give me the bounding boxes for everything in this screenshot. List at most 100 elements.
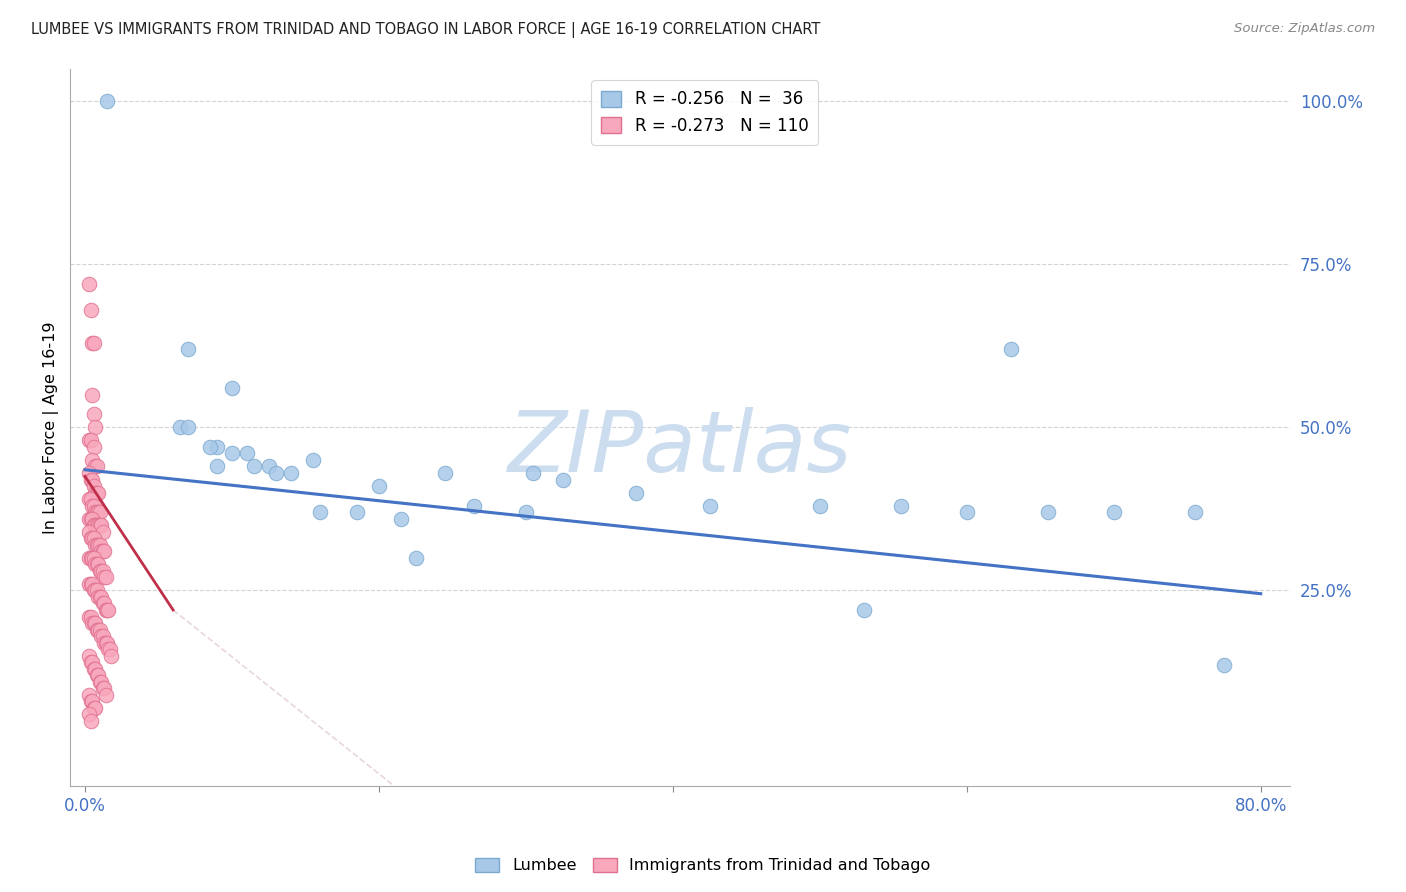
Point — [84, 701, 107, 715]
Point — [91, 544, 114, 558]
Point — [89, 518, 111, 533]
Point — [80, 511, 103, 525]
Point — [808, 499, 831, 513]
Point — [89, 564, 111, 578]
Y-axis label: In Labor Force | Age 16-19: In Labor Force | Age 16-19 — [44, 321, 59, 533]
Text: ZIPatlas: ZIPatlas — [508, 408, 852, 491]
Legend: Lumbee, Immigrants from Trinidad and Tobago: Lumbee, Immigrants from Trinidad and Tob… — [470, 851, 936, 880]
Point — [956, 505, 979, 519]
Point — [89, 623, 111, 637]
Point — [80, 655, 103, 669]
Point — [80, 531, 103, 545]
Point — [83, 531, 105, 545]
Point — [94, 688, 117, 702]
Point — [83, 479, 105, 493]
Point — [87, 668, 110, 682]
Point — [90, 544, 112, 558]
Point — [83, 583, 105, 598]
Point — [79, 277, 101, 291]
Point — [86, 668, 108, 682]
Point — [87, 590, 110, 604]
Point — [83, 407, 105, 421]
Point — [86, 485, 108, 500]
Point — [83, 701, 105, 715]
Point — [80, 302, 103, 317]
Point — [79, 577, 101, 591]
Point — [301, 453, 323, 467]
Point — [624, 485, 647, 500]
Point — [82, 388, 104, 402]
Point — [96, 603, 118, 617]
Point — [79, 434, 101, 448]
Point — [83, 615, 105, 630]
Point — [82, 577, 104, 591]
Point — [367, 479, 389, 493]
Point — [87, 623, 110, 637]
Point — [87, 485, 110, 500]
Point — [79, 707, 101, 722]
Point — [89, 674, 111, 689]
Point — [205, 459, 228, 474]
Point — [198, 440, 221, 454]
Point — [91, 564, 114, 578]
Point — [84, 420, 107, 434]
Point — [87, 505, 110, 519]
Point — [91, 524, 114, 539]
Point — [87, 558, 110, 572]
Point — [84, 615, 107, 630]
Point — [1213, 658, 1236, 673]
Point — [91, 629, 114, 643]
Point — [405, 550, 427, 565]
Point — [96, 94, 118, 108]
Point — [90, 518, 112, 533]
Point — [221, 446, 243, 460]
Point — [94, 570, 117, 584]
Point — [79, 648, 101, 663]
Point — [84, 518, 107, 533]
Point — [100, 648, 122, 663]
Point — [80, 714, 103, 728]
Point — [79, 688, 101, 702]
Point — [177, 420, 200, 434]
Point — [90, 564, 112, 578]
Point — [96, 635, 118, 649]
Point — [93, 681, 115, 696]
Point — [83, 440, 105, 454]
Point — [83, 335, 105, 350]
Point — [83, 518, 105, 533]
Point — [87, 518, 110, 533]
Point — [83, 662, 105, 676]
Point — [93, 635, 115, 649]
Point — [80, 434, 103, 448]
Point — [84, 485, 107, 500]
Point — [1000, 342, 1022, 356]
Text: LUMBEE VS IMMIGRANTS FROM TRINIDAD AND TOBAGO IN LABOR FORCE | AGE 16-19 CORRELA: LUMBEE VS IMMIGRANTS FROM TRINIDAD AND T… — [31, 22, 820, 38]
Point — [97, 642, 120, 657]
Point — [82, 694, 104, 708]
Point — [80, 473, 103, 487]
Point — [80, 577, 103, 591]
Point — [93, 597, 115, 611]
Point — [84, 583, 107, 598]
Point — [91, 681, 114, 696]
Point — [82, 473, 104, 487]
Legend: R = -0.256   N =  36, R = -0.273   N = 110: R = -0.256 N = 36, R = -0.273 N = 110 — [591, 80, 818, 145]
Point — [90, 590, 112, 604]
Point — [389, 511, 412, 525]
Point — [89, 590, 111, 604]
Point — [243, 459, 266, 474]
Point — [90, 629, 112, 643]
Point — [84, 459, 107, 474]
Point — [86, 459, 108, 474]
Point — [79, 609, 101, 624]
Point — [205, 440, 228, 454]
Point — [551, 473, 574, 487]
Point — [280, 466, 302, 480]
Point — [309, 505, 332, 519]
Text: Source: ZipAtlas.com: Source: ZipAtlas.com — [1234, 22, 1375, 36]
Point — [1184, 505, 1206, 519]
Point — [80, 609, 103, 624]
Point — [177, 342, 200, 356]
Point — [463, 499, 485, 513]
Point — [264, 466, 287, 480]
